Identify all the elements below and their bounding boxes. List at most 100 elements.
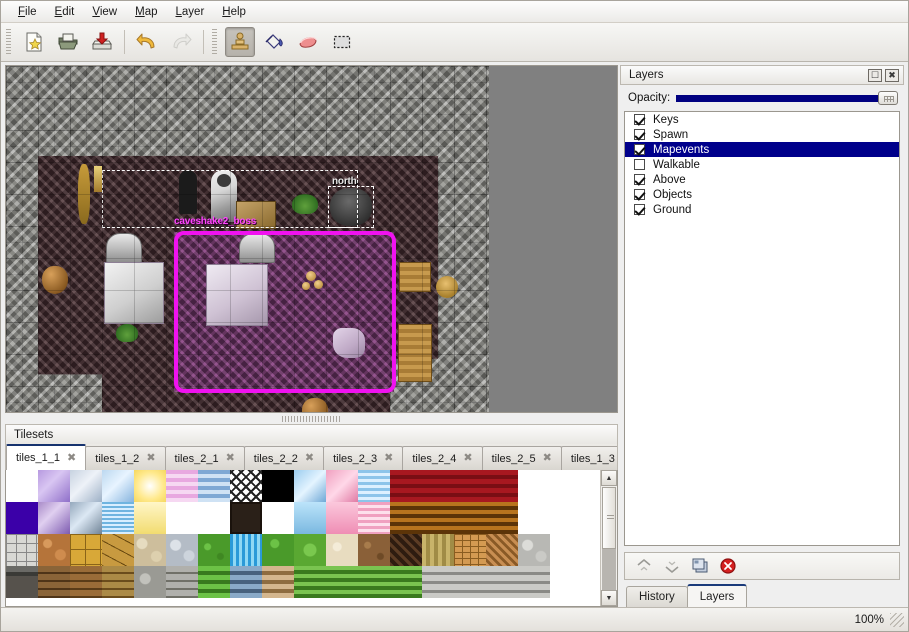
tile-cell[interactable] — [198, 502, 230, 534]
close-tileset-icon[interactable]: ✖ — [225, 452, 235, 464]
tile-cell[interactable] — [6, 502, 38, 534]
scrollbar-track[interactable] — [602, 549, 616, 590]
layer-visibility-checkbox[interactable] — [634, 189, 645, 200]
menu-view[interactable]: View — [92, 5, 118, 18]
map-event-selection-caveshake[interactable] — [102, 170, 358, 228]
tile-cell[interactable] — [454, 566, 486, 598]
layer-visibility-checkbox[interactable] — [634, 129, 645, 140]
tile-cell[interactable] — [390, 534, 422, 566]
close-tileset-icon[interactable]: ✖ — [463, 452, 473, 464]
tile-cell[interactable] — [198, 470, 230, 502]
tile-cell[interactable] — [262, 566, 294, 598]
move-layer-down-button[interactable] — [661, 555, 683, 577]
tile-cell[interactable] — [230, 534, 262, 566]
scroll-down-button[interactable]: ▼ — [601, 590, 617, 606]
close-tileset-icon[interactable]: ✖ — [304, 452, 315, 464]
tile-cell[interactable] — [422, 502, 454, 534]
tileset-tab-tiles_1_2[interactable]: tiles_1_2 ✖ — [85, 446, 166, 470]
tile-cell[interactable] — [70, 534, 102, 566]
tile-cell[interactable] — [486, 534, 518, 566]
tile-cell[interactable] — [6, 534, 38, 566]
toolbar-drag-handle[interactable] — [5, 29, 13, 55]
layer-visibility-checkbox[interactable] — [634, 144, 645, 155]
select-tool-button[interactable] — [327, 27, 357, 57]
layer-visibility-checkbox[interactable] — [634, 114, 645, 125]
tileset-tab-tiles_2_2[interactable]: tiles_2_2 ✖ — [243, 446, 325, 470]
tile-cell[interactable] — [6, 470, 38, 502]
layer-visibility-checkbox[interactable] — [634, 159, 645, 170]
move-layer-up-button[interactable] — [633, 555, 655, 577]
menu-edit[interactable]: Edit — [54, 5, 75, 18]
tile-cell[interactable] — [486, 470, 518, 502]
map-viewport[interactable]: caveshake2_boss north — [6, 66, 489, 412]
map-canvas[interactable]: caveshake2_boss north — [5, 65, 618, 413]
tileset-palette[interactable]: ▲ ▼ — [5, 470, 618, 607]
close-panel-icon[interactable]: ✖ — [885, 68, 899, 82]
tile-cell[interactable] — [358, 470, 390, 502]
tile-cell[interactable] — [166, 566, 198, 598]
tile-cell[interactable] — [326, 534, 358, 566]
tile-cell[interactable] — [230, 470, 262, 502]
tile-cell[interactable] — [326, 470, 358, 502]
menu-layer[interactable]: Layer — [175, 5, 205, 18]
layer-visibility-checkbox[interactable] — [634, 204, 645, 215]
tileset-tab-tiles_2_5[interactable]: tiles_2_5 ✖ — [481, 446, 562, 470]
tile-cell[interactable] — [70, 566, 102, 598]
close-tileset-icon[interactable]: ✖ — [67, 451, 77, 464]
map-tileset-splitter[interactable] — [5, 414, 618, 424]
tool-group-drag-handle[interactable] — [211, 29, 219, 55]
tile-cell[interactable] — [166, 470, 198, 502]
tile-cell[interactable] — [166, 534, 198, 566]
tile-cell[interactable] — [230, 566, 262, 598]
tile-cell[interactable] — [326, 502, 358, 534]
layer-row-above[interactable]: Above — [625, 172, 899, 187]
tileset-tab-tiles_2_1[interactable]: tiles_2_1 ✖ — [164, 446, 245, 470]
tile-cell[interactable] — [134, 534, 166, 566]
layers-list[interactable]: Keys Spawn Mapevents Walkable Above — [624, 111, 900, 546]
tile-cell[interactable] — [422, 566, 454, 598]
tile-cell[interactable] — [38, 534, 70, 566]
tile-cell[interactable] — [38, 502, 70, 534]
tile-cell[interactable] — [390, 502, 422, 534]
tile-cell[interactable] — [262, 534, 294, 566]
tile-cell[interactable] — [102, 502, 134, 534]
tile-cell[interactable] — [70, 470, 102, 502]
scroll-up-button[interactable]: ▲ — [601, 470, 617, 486]
tab-history[interactable]: History — [626, 586, 688, 607]
tile-cell[interactable] — [38, 566, 70, 598]
tile-cell[interactable] — [454, 470, 486, 502]
layer-row-keys[interactable]: Keys — [625, 112, 899, 127]
close-tileset-icon[interactable]: ✖ — [542, 452, 552, 464]
menu-map[interactable]: Map — [135, 5, 158, 18]
layer-row-ground[interactable]: Ground — [625, 202, 899, 217]
close-tileset-icon[interactable]: ✖ — [146, 452, 156, 464]
tab-layers[interactable]: Layers — [686, 584, 748, 607]
tile-cell[interactable] — [294, 566, 326, 598]
tile-cell[interactable] — [134, 470, 166, 502]
layer-row-walkable[interactable]: Walkable — [625, 157, 899, 172]
scrollbar-thumb[interactable] — [602, 487, 616, 549]
open-map-button[interactable] — [53, 27, 83, 57]
tile-cell[interactable] — [390, 566, 422, 598]
tile-cell[interactable] — [166, 502, 198, 534]
tileset-tab-tiles_2_3[interactable]: tiles_2_3 ✖ — [323, 446, 404, 470]
tile-cell[interactable] — [70, 502, 102, 534]
resize-grip-icon[interactable] — [890, 612, 904, 627]
save-map-button[interactable] — [87, 27, 117, 57]
tileset-tab-tiles_1_3[interactable]: tiles_1_3 ✖ — [560, 446, 617, 470]
tile-cell[interactable] — [6, 566, 38, 598]
tile-cell[interactable] — [102, 534, 134, 566]
tile-cell[interactable] — [518, 566, 550, 598]
undo-button[interactable] — [132, 27, 162, 57]
menu-file[interactable]: File — [18, 5, 37, 18]
tile-cell[interactable] — [422, 534, 454, 566]
tile-cell[interactable] — [230, 502, 262, 534]
tile-cell[interactable] — [294, 470, 326, 502]
tile-cell[interactable] — [518, 534, 550, 566]
tile-cell[interactable] — [358, 502, 390, 534]
tile-cell[interactable] — [486, 502, 518, 534]
delete-layer-button[interactable] — [717, 555, 739, 577]
tile-cell[interactable] — [38, 470, 70, 502]
tile-cell[interactable] — [294, 502, 326, 534]
tile-cell[interactable] — [102, 470, 134, 502]
